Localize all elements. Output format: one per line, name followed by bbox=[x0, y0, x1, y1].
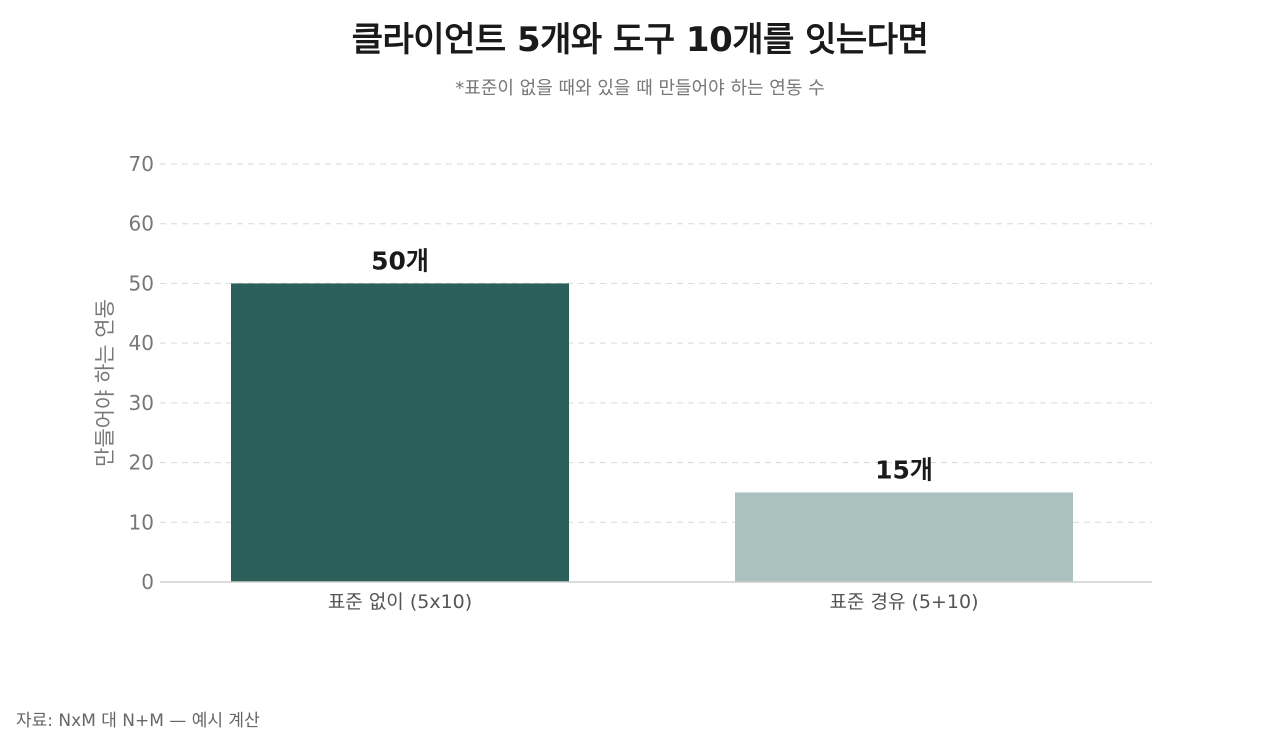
y-axis-label: 만들어야 하는 연동 bbox=[93, 299, 117, 467]
chart-title: 클라이언트 5개와 도구 10개를 잇는다면 bbox=[351, 20, 929, 60]
bar bbox=[735, 492, 1073, 582]
axes: 0 10 20 30 40 50 60 70 표준 없이 (5x10) 표준 경유 (5+10) 만… bbox=[93, 152, 1152, 613]
y-tick-label: 40 bbox=[129, 331, 154, 355]
y-tick-label: 70 bbox=[129, 152, 154, 176]
y-tick-label: 50 bbox=[129, 271, 154, 295]
bar-value-label: 50개 bbox=[371, 246, 429, 275]
y-tick-label: 0 bbox=[141, 570, 154, 594]
y-tick-label: 20 bbox=[129, 451, 154, 475]
y-tick-label: 60 bbox=[129, 212, 154, 236]
bars bbox=[231, 283, 1073, 582]
source-note: 자료: NxM 대 N+M — 예시 계산 bbox=[16, 711, 260, 731]
x-tick-label: 표준 없이 (5x10) bbox=[328, 591, 472, 613]
y-tick-label: 10 bbox=[129, 510, 154, 534]
bar-value-label: 15개 bbox=[875, 455, 933, 484]
chart-subtitle: *표준이 없을 때와 있을 때 만들어야 하는 연동 수 bbox=[455, 78, 825, 99]
bar bbox=[231, 283, 569, 582]
y-tick-label: 30 bbox=[129, 391, 154, 415]
x-tick-label: 표준 경유 (5+10) bbox=[829, 591, 978, 613]
data-labels: 50개 15개 bbox=[371, 246, 933, 484]
